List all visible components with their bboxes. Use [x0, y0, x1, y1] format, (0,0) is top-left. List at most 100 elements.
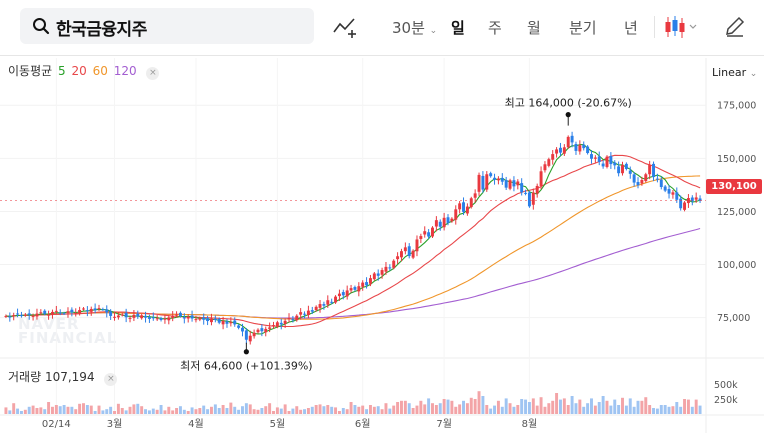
volume-bar — [442, 399, 446, 414]
volume-bar — [628, 398, 632, 414]
candle-body — [97, 308, 101, 310]
candle-body — [330, 301, 334, 303]
period-month[interactable]: 월 — [527, 19, 541, 37]
volume-bar — [31, 405, 35, 414]
volume-bar — [93, 411, 97, 414]
volume-bar — [500, 406, 504, 414]
candle-body — [341, 292, 345, 296]
candle-body — [194, 319, 198, 321]
volume-bar — [652, 408, 656, 414]
period-year[interactable]: 년 — [624, 19, 638, 37]
candle-body — [496, 178, 500, 181]
scale-mode-button[interactable]: Linear ⌄ — [712, 66, 757, 79]
candle-body — [128, 317, 132, 319]
volume-bar — [679, 406, 683, 414]
candle-body — [558, 147, 562, 153]
candle-body — [190, 315, 194, 319]
period-30min-label: 30분 — [392, 19, 425, 37]
candle-body — [306, 310, 310, 315]
candle-body — [605, 156, 609, 167]
price-tick-label: 75,000 — [717, 313, 750, 324]
candle-body — [624, 163, 628, 169]
volume-bar — [431, 403, 434, 414]
candle-body — [376, 273, 380, 276]
period-week[interactable]: 주 — [488, 19, 502, 37]
candle-body — [644, 174, 648, 182]
price-tick-label: 100,000 — [717, 260, 756, 271]
candle-body — [621, 164, 624, 174]
volume-legend-value: 107,194 — [44, 370, 95, 384]
ma-legend-close-icon[interactable]: × — [146, 67, 160, 80]
volume-bar — [547, 403, 551, 414]
volume-bar — [283, 404, 287, 414]
candle-body — [299, 312, 303, 315]
volume-legend-close-icon[interactable]: × — [104, 373, 118, 386]
volume-bar — [167, 406, 171, 414]
volume-bar — [683, 399, 687, 414]
volume-bar — [116, 403, 120, 414]
volume-bar — [640, 400, 644, 414]
candle-body — [535, 185, 539, 194]
volume-bar — [520, 399, 524, 414]
volume-bar — [155, 409, 159, 414]
candle-body — [287, 318, 291, 320]
volume-bar — [450, 400, 454, 414]
time-tick-label: 5월 — [270, 418, 286, 430]
time-tick-label: 02/14 — [42, 419, 71, 430]
volume-legend-label: 거래량 — [8, 370, 42, 384]
low-marker-dot — [243, 349, 249, 355]
volume-bar — [78, 403, 82, 414]
candle-body — [438, 221, 442, 227]
period-30min[interactable]: 30분 ⌄ — [392, 17, 437, 38]
volume-bar — [655, 408, 659, 414]
volume-bar — [555, 393, 559, 414]
candle-body — [590, 154, 593, 159]
volume-bar — [256, 409, 260, 414]
candle-body — [334, 296, 338, 303]
candle-body — [411, 250, 415, 258]
candle-body — [175, 314, 179, 316]
volume-bar — [35, 408, 39, 414]
volume-bar — [306, 408, 310, 414]
period-day[interactable]: 일 — [451, 19, 465, 37]
candle-body — [89, 308, 93, 312]
volume-bar — [136, 403, 140, 414]
candle-body — [229, 322, 233, 324]
candle-body — [686, 198, 690, 204]
volume-bar — [504, 398, 508, 414]
candle-body — [23, 314, 27, 316]
volume-bar — [248, 404, 252, 414]
volume-bar — [578, 399, 582, 414]
pencil-draw-icon[interactable] — [722, 14, 748, 40]
candle-body — [337, 293, 341, 297]
candle-body — [683, 202, 687, 210]
volume-bar — [686, 399, 690, 414]
volume-bar — [562, 398, 566, 414]
stock-search-field[interactable]: 한국금융지주 — [20, 8, 314, 44]
candle-body — [182, 317, 186, 319]
volume-bar — [8, 410, 12, 414]
volume-bar — [299, 409, 303, 414]
scale-mode-label: Linear — [712, 66, 747, 79]
volume-bar — [434, 405, 438, 414]
current-price-tag: 130,100 — [706, 179, 762, 194]
candle-body — [613, 162, 617, 166]
volume-bar — [376, 406, 380, 414]
candle-body — [27, 313, 31, 315]
candle-body — [512, 180, 516, 187]
period-quarter[interactable]: 분기 — [569, 19, 597, 37]
volume-bar — [574, 403, 578, 414]
candle-type-icon[interactable] — [664, 14, 700, 40]
candle-body — [632, 174, 636, 183]
volume-bar — [151, 408, 155, 414]
volume-bar — [268, 403, 272, 414]
time-tick-label: 3월 — [107, 418, 123, 430]
candle-body — [504, 180, 508, 188]
chart-line-add-icon[interactable] — [332, 14, 358, 40]
candle-body — [217, 318, 221, 323]
volume-bar — [198, 408, 202, 414]
candle-body — [349, 288, 353, 291]
volume-bar — [341, 408, 345, 414]
volume-bar — [182, 409, 186, 414]
